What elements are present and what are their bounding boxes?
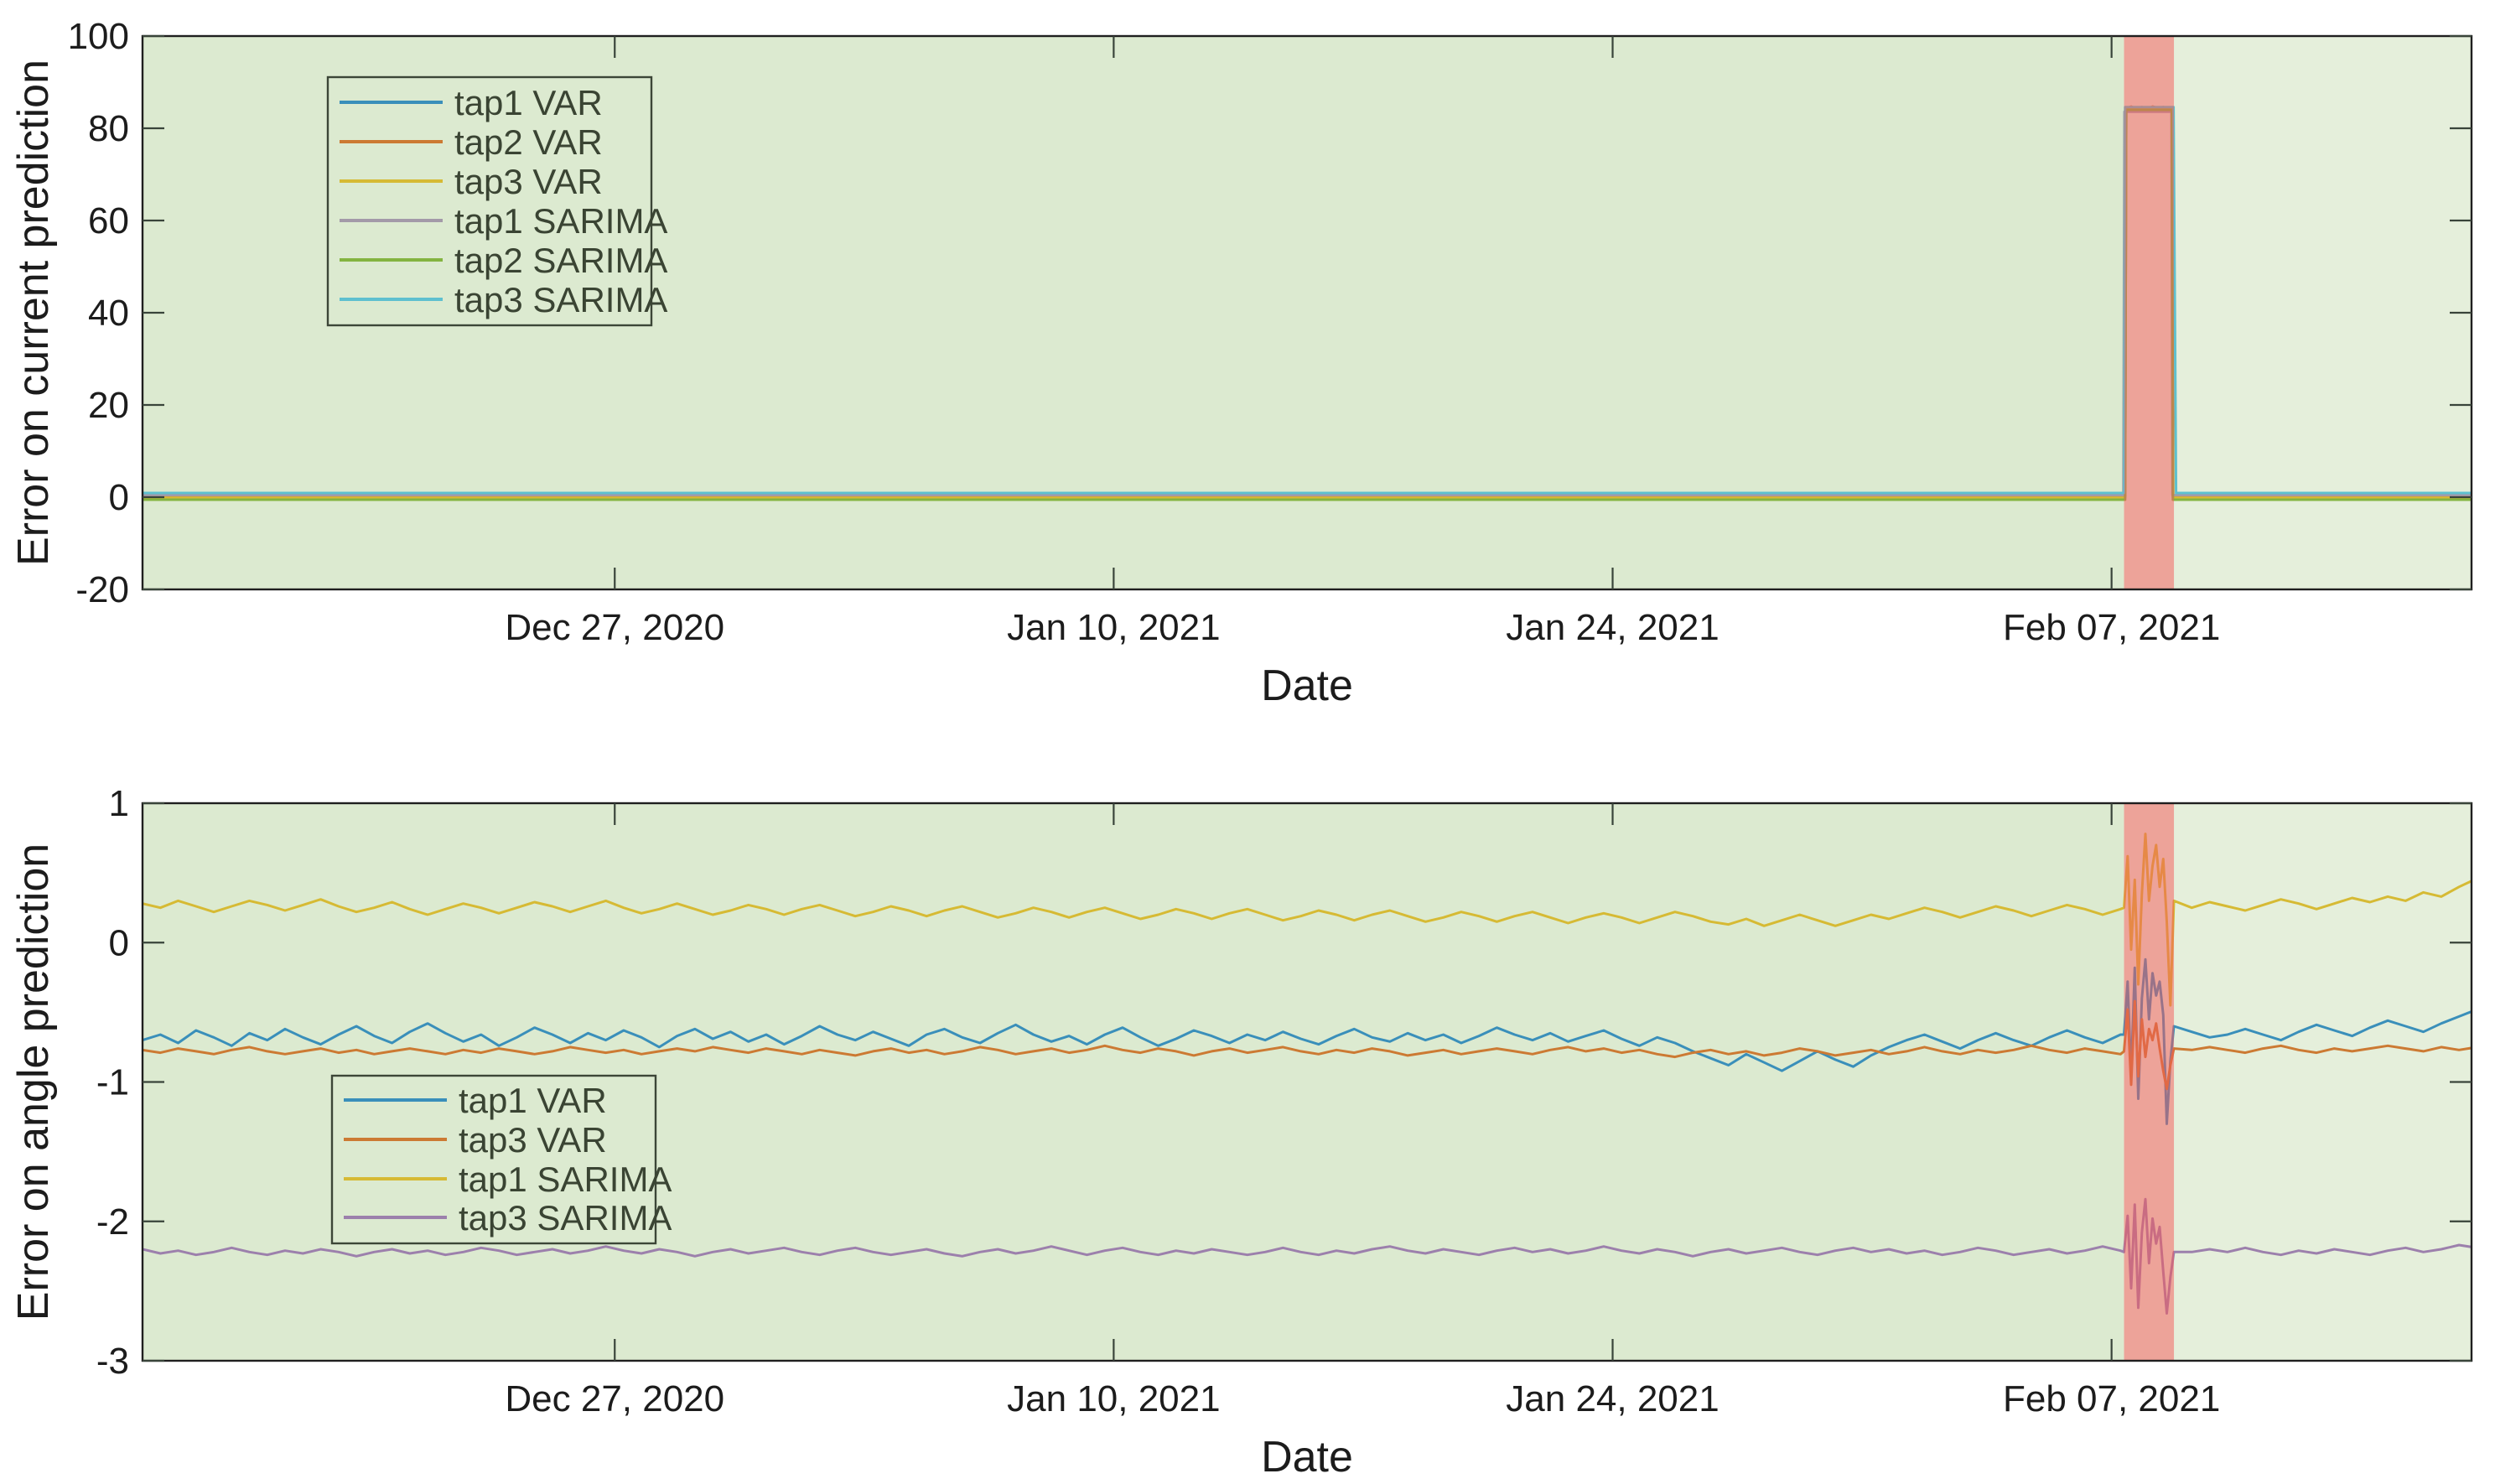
y-tick-label: 0 (109, 922, 129, 963)
legend-entry-tap2-sarima: tap2 SARIMA (454, 241, 667, 280)
y-axis-label: Error on angle prediction (9, 843, 58, 1321)
legend-box (326, 75, 653, 327)
y-tick-label: 40 (88, 293, 129, 334)
x-tick-label: Jan 24, 2021 (1506, 1378, 1719, 1419)
y-tick-label: 20 (88, 385, 129, 426)
x-tick-label: Feb 07, 2021 (2003, 607, 2220, 648)
x-axis-label: Date (1261, 662, 1353, 710)
legend-entry-tap3-sarima: tap3 SARIMA (454, 280, 667, 319)
bottom-chart: Dec 27, 2020 Jan 10, 2021 Jan 24, 2021 Feb … (9, 783, 2473, 1481)
x-tick-label: Jan 10, 2021 (1007, 1378, 1220, 1419)
y-tick-label: -20 (75, 569, 129, 610)
x-tick-label: Jan 24, 2021 (1506, 607, 1719, 648)
legend-entry-tap3-var: tap3 VAR (459, 1120, 607, 1160)
plot-background-test (2124, 803, 2472, 1361)
legend-entry-tap1-sarima: tap1 SARIMA (459, 1160, 672, 1199)
y-tick-label: 0 (109, 477, 129, 518)
y-tick-label: -2 (96, 1201, 129, 1243)
x-tick-label: Feb 07, 2021 (2003, 1378, 2220, 1419)
highlight-band (2124, 36, 2175, 589)
legend-entry-tap3-var: tap3 VAR (454, 162, 603, 201)
top-chart: Dec 27, 2020 Jan 10, 2021 Jan 24, 2021 Feb … (9, 16, 2473, 710)
y-tick-label: 80 (88, 108, 129, 149)
y-tick-label: -3 (96, 1341, 129, 1382)
legend-entry-tap1-var: tap1 VAR (454, 83, 603, 122)
x-tick-label: Jan 10, 2021 (1007, 607, 1220, 648)
y-tick-label: 1 (109, 783, 129, 824)
x-tick-label: Dec 27, 2020 (505, 607, 724, 648)
y-tick-label: -1 (96, 1062, 129, 1103)
legend-entry-tap2-var: tap2 VAR (454, 122, 603, 162)
highlight-band (2124, 803, 2175, 1361)
y-tick-label: 60 (88, 200, 129, 241)
legend-entry-tap1-sarima: tap1 SARIMA (454, 201, 667, 241)
plot-background-test (2124, 36, 2472, 589)
legend-entry-tap1-var: tap1 VAR (459, 1081, 607, 1120)
x-axis-label: Date (1261, 1433, 1353, 1481)
y-axis-label: Error on current prediction (9, 60, 58, 566)
legend-entry-tap3-sarima: tap3 SARIMA (459, 1198, 672, 1238)
y-tick-label: 100 (68, 16, 129, 57)
legend-box (330, 1074, 657, 1245)
x-tick-label: Dec 27, 2020 (505, 1378, 724, 1419)
